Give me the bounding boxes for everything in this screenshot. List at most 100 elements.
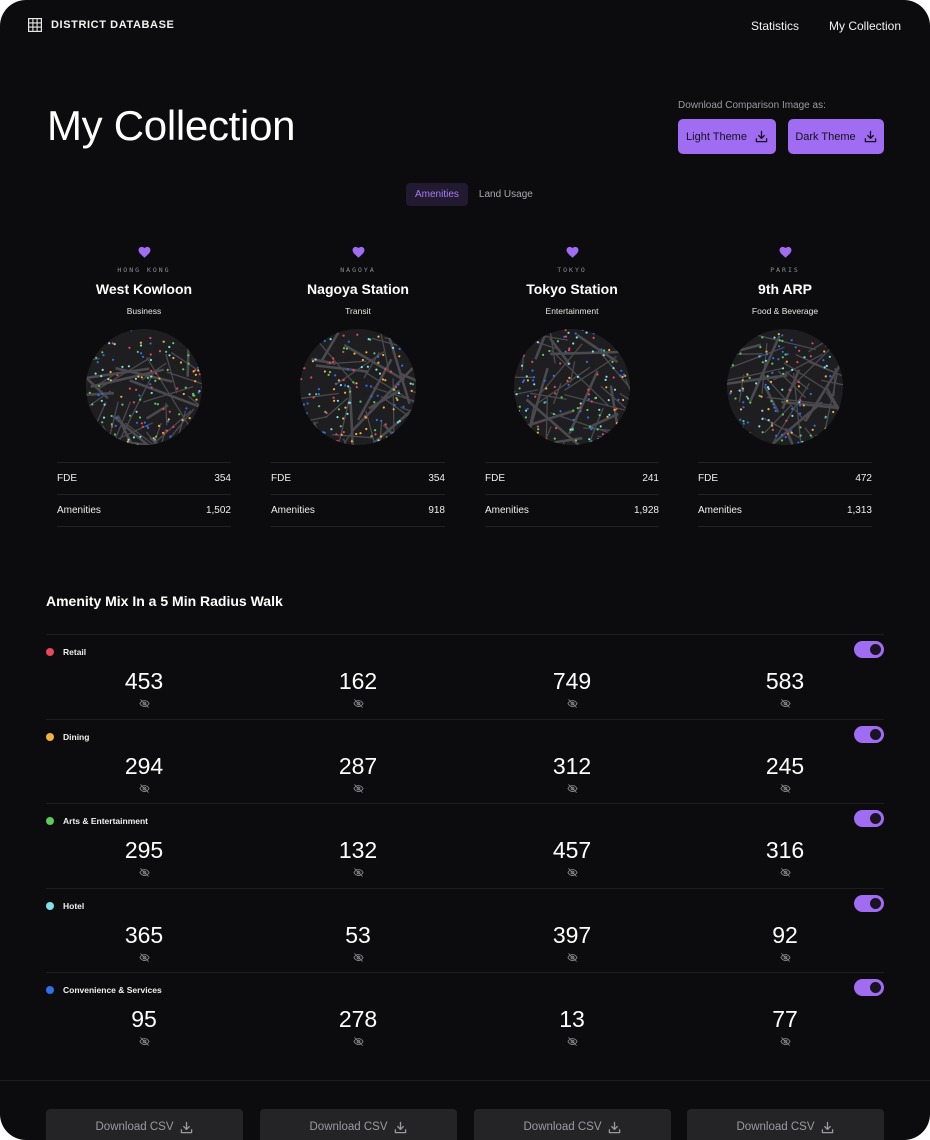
district-stats: FDE 354 Amenities 1,502 xyxy=(57,462,231,527)
eye-off-icon[interactable] xyxy=(138,783,150,794)
toggle-knob xyxy=(870,644,881,655)
brand[interactable]: DISTRICT DATABASE xyxy=(28,18,174,32)
stat-value: 354 xyxy=(214,473,231,484)
amenity-label: Convenience & Services xyxy=(46,985,162,995)
amenity-count: 162 xyxy=(338,668,378,694)
eye-off-icon[interactable] xyxy=(352,783,364,794)
stat-value: 1,313 xyxy=(846,505,872,516)
stat-row-fde: FDE 241 xyxy=(485,463,659,495)
download-csv-button[interactable]: Download CSV xyxy=(46,1109,243,1140)
stat-value: 241 xyxy=(642,473,659,484)
city-name: TOKYO xyxy=(557,266,587,274)
tab-land-usage[interactable]: Land Usage xyxy=(478,189,533,200)
eye-off-icon[interactable] xyxy=(138,867,150,878)
amenity-count: 749 xyxy=(552,668,592,694)
legend-dot xyxy=(46,648,54,656)
heart-icon[interactable] xyxy=(138,246,151,258)
download-csv-button[interactable]: Download CSV xyxy=(474,1109,671,1140)
eye-off-icon[interactable] xyxy=(352,952,364,963)
stat-value: 1,502 xyxy=(205,505,231,516)
eye-off-icon[interactable] xyxy=(566,1036,578,1047)
legend-dot xyxy=(46,901,54,910)
eye-off-icon[interactable] xyxy=(138,698,150,709)
amenity-label-text: Retail xyxy=(63,647,87,657)
stat-label: FDE xyxy=(271,473,291,484)
download-csv-button[interactable]: Download CSV xyxy=(687,1109,884,1140)
nav-link-statistics[interactable]: Statistics xyxy=(751,19,800,33)
eye-off-icon[interactable] xyxy=(566,698,578,709)
download-icon xyxy=(395,1121,407,1133)
dark-theme-button[interactable]: Dark Theme xyxy=(788,119,884,154)
amenity-count: 287 xyxy=(338,752,378,779)
amenity-label-text: Arts & Entertainment xyxy=(63,816,149,826)
amenity-toggle[interactable] xyxy=(854,725,884,743)
district-stats: FDE 354 Amenities 918 xyxy=(271,462,445,527)
eye-off-icon[interactable] xyxy=(779,867,791,878)
stat-value: 354 xyxy=(428,473,445,484)
download-csv-label: Download CSV xyxy=(309,1121,388,1133)
eye-off-icon[interactable] xyxy=(352,698,364,709)
amenity-count: 245 xyxy=(765,752,805,779)
brand-text: DISTRICT DATABASE xyxy=(51,19,175,31)
stat-row-amenities: Amenities 1,502 xyxy=(57,495,231,527)
download-csv-label: Download CSV xyxy=(523,1121,602,1133)
eye-off-icon[interactable] xyxy=(138,1036,150,1047)
heart-icon[interactable] xyxy=(352,246,365,258)
eye-off-icon[interactable] xyxy=(352,867,364,878)
district-category: Food & Beverage xyxy=(751,306,819,316)
district-stats: FDE 241 Amenities 1,928 xyxy=(485,462,659,527)
stat-row-amenities: Amenities 1,313 xyxy=(698,495,872,527)
eye-off-icon[interactable] xyxy=(566,783,578,794)
download-icon xyxy=(181,1121,193,1133)
amenity-count: 92 xyxy=(772,921,798,948)
amenity-count: 365 xyxy=(124,921,164,948)
heart-icon[interactable] xyxy=(566,246,579,258)
amenity-label: Hotel xyxy=(46,901,84,911)
amenity-count: 316 xyxy=(765,837,805,863)
district-map xyxy=(727,329,843,445)
district-map xyxy=(514,329,630,445)
eye-off-icon[interactable] xyxy=(779,783,791,794)
eye-off-icon[interactable] xyxy=(352,1036,364,1047)
download-csv-label: Download CSV xyxy=(95,1121,174,1133)
district-map xyxy=(300,329,416,445)
city-name: NAGOYA xyxy=(340,266,376,274)
amenity-toggle[interactable] xyxy=(854,810,884,827)
legend-dot xyxy=(46,817,54,825)
download-csv-button[interactable]: Download CSV xyxy=(260,1109,457,1140)
amenity-count: 132 xyxy=(338,837,378,863)
stat-row-fde: FDE 472 xyxy=(698,463,872,495)
top-nav: DISTRICT DATABASE Statistics My Collecti… xyxy=(0,0,930,52)
district-name: 9th ARP xyxy=(758,281,812,297)
eye-off-icon[interactable] xyxy=(779,1036,791,1047)
download-icon xyxy=(864,130,876,143)
amenity-toggle[interactable] xyxy=(854,894,884,912)
stat-row-amenities: Amenities 918 xyxy=(271,495,445,527)
light-theme-button[interactable]: Light Theme xyxy=(678,119,776,154)
eye-off-icon[interactable] xyxy=(566,952,578,963)
eye-off-icon[interactable] xyxy=(138,952,150,963)
stat-label: Amenities xyxy=(698,505,742,516)
amenity-count: 278 xyxy=(338,1006,378,1032)
amenity-row: Convenience & Services 95 278 13 77 xyxy=(46,972,884,1056)
amenity-row: Hotel 365 53 397 92 xyxy=(46,887,884,972)
amenity-count: 53 xyxy=(345,921,371,948)
nav-link-my-collection[interactable]: My Collection xyxy=(829,19,902,33)
district-name: Tokyo Station xyxy=(526,281,618,297)
amenity-count: 453 xyxy=(124,668,164,694)
amenity-toggle[interactable] xyxy=(854,641,884,658)
district-card: PARIS 9th ARP Food & Beverage FDE 472 Ame… xyxy=(698,246,872,527)
heart-icon[interactable] xyxy=(779,246,792,258)
legend-dot xyxy=(46,986,54,994)
amenity-mix-title: Amenity Mix In a 5 Min Radius Walk xyxy=(46,593,283,609)
page-title: My Collection xyxy=(47,102,296,149)
amenity-row: Arts & Entertainment 295 132 457 316 xyxy=(46,803,884,887)
amenity-count: 294 xyxy=(124,752,164,779)
eye-off-icon[interactable] xyxy=(779,698,791,709)
eye-off-icon[interactable] xyxy=(779,952,791,963)
tab-amenities[interactable]: Amenities xyxy=(406,183,468,206)
amenity-toggle[interactable] xyxy=(854,979,884,996)
eye-off-icon[interactable] xyxy=(566,867,578,878)
download-icon xyxy=(822,1121,834,1133)
stat-value: 472 xyxy=(855,473,872,484)
